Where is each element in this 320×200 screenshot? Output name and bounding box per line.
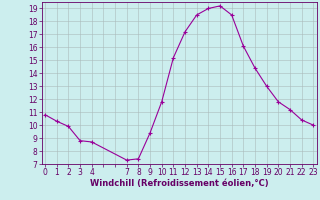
X-axis label: Windchill (Refroidissement éolien,°C): Windchill (Refroidissement éolien,°C): [90, 179, 268, 188]
